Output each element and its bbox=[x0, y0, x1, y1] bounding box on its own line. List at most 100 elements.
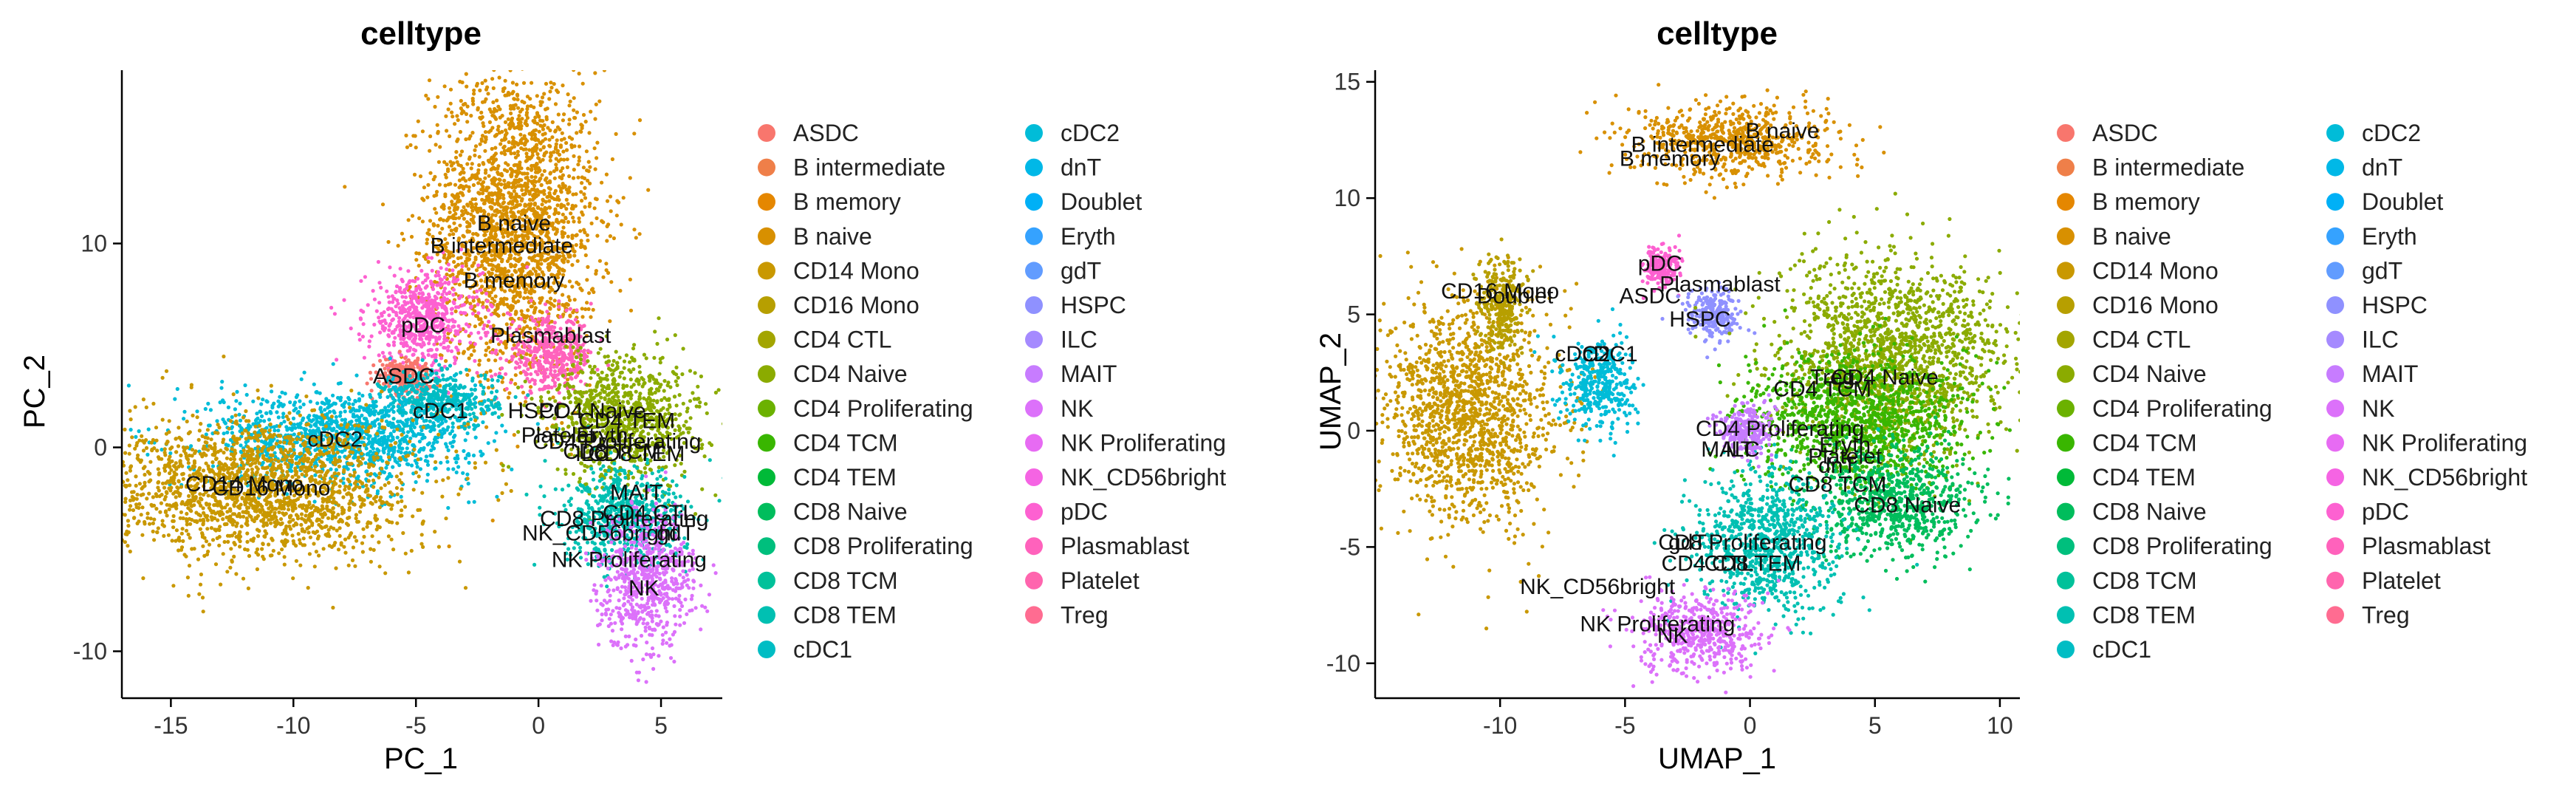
legend-item: CD4 Naive bbox=[758, 361, 908, 387]
legend-label: Doublet bbox=[2362, 188, 2443, 215]
x-tick-label: 0 bbox=[532, 712, 545, 739]
legend-label: CD8 Naive bbox=[793, 499, 908, 525]
legend-item: cDC1 bbox=[758, 636, 852, 663]
legend-item: gdT bbox=[1025, 257, 1101, 284]
x-tick-label: 5 bbox=[1868, 712, 1882, 739]
legend-item: cDC2 bbox=[2326, 120, 2421, 146]
legend-swatch bbox=[2057, 606, 2075, 624]
cluster-label: pDC bbox=[401, 313, 445, 338]
legend-swatch bbox=[758, 227, 775, 245]
cluster-label: CD8 TEM bbox=[588, 442, 685, 466]
legend-label: Plasmablast bbox=[2362, 533, 2490, 559]
legend-swatch bbox=[1025, 124, 1043, 142]
legend-label: CD4 Proliferating bbox=[793, 395, 973, 422]
cluster-label: Treg bbox=[1810, 366, 1855, 390]
legend-label: CD8 TCM bbox=[793, 567, 898, 594]
legend-swatch bbox=[2057, 468, 2075, 486]
legend-label: Doublet bbox=[1061, 188, 1142, 215]
cluster-label: gdT bbox=[657, 521, 695, 545]
cluster-cd16-mono bbox=[1471, 237, 1535, 365]
legend-label: HSPC bbox=[1061, 292, 1126, 318]
legend-label: Treg bbox=[2362, 601, 2410, 628]
cluster-label: CD14 Mono bbox=[185, 472, 304, 496]
cluster-label: MAIT bbox=[1701, 437, 1754, 462]
cluster-label: cDC1 bbox=[413, 399, 468, 423]
axes bbox=[1374, 70, 2020, 700]
legend-label: gdT bbox=[1061, 257, 1101, 284]
cluster-label: CD4 Naive bbox=[1832, 366, 1939, 390]
legend-item: ASDC bbox=[758, 120, 859, 146]
legend-label: Platelet bbox=[2362, 567, 2441, 594]
legend-label: Treg bbox=[1061, 601, 1109, 628]
legend-label: B intermediate bbox=[793, 154, 945, 181]
x-tick-label: -10 bbox=[276, 712, 310, 739]
legend-item: Plasmablast bbox=[2326, 533, 2490, 559]
cluster-label: Platelet bbox=[1808, 445, 1883, 469]
legend-item: cDC1 bbox=[2057, 636, 2151, 663]
legend-label: NK_CD56bright bbox=[2362, 464, 2527, 491]
legend-swatch bbox=[758, 330, 775, 349]
legend-swatch bbox=[2057, 502, 2075, 521]
legend-swatch bbox=[758, 158, 775, 177]
legend-swatch bbox=[758, 399, 775, 417]
legend-item: Platelet bbox=[2326, 567, 2441, 594]
legend-swatch bbox=[2326, 330, 2344, 349]
legend-label: NK_CD56bright bbox=[1061, 464, 1226, 491]
legend-label: CD4 TCM bbox=[2092, 429, 2197, 456]
legend-item: CD4 TEM bbox=[758, 464, 897, 491]
y-tick-label: 0 bbox=[94, 434, 107, 461]
legend-label: pDC bbox=[1061, 499, 1108, 525]
cluster-label: Plasmablast bbox=[490, 324, 612, 348]
cluster-label: HSPC bbox=[507, 399, 569, 423]
legend-swatch bbox=[2326, 399, 2344, 417]
cluster-label: NK Proliferating bbox=[552, 547, 707, 572]
legend-swatch bbox=[2057, 158, 2075, 177]
legend-item: HSPC bbox=[2326, 292, 2428, 318]
cluster-label: cDC1 bbox=[1583, 342, 1638, 366]
cluster-label: CD4 Naive bbox=[539, 399, 646, 423]
legend-swatch bbox=[1025, 434, 1043, 452]
legend-swatch bbox=[2057, 296, 2075, 314]
legend-item: Treg bbox=[1025, 601, 1109, 628]
legend-item: NK_CD56bright bbox=[1025, 464, 1226, 491]
legend-swatch bbox=[758, 641, 775, 658]
legend-swatch bbox=[1025, 606, 1043, 624]
cluster-label: CD4 Proliferating bbox=[1696, 417, 1864, 441]
legend-swatch bbox=[1025, 330, 1043, 349]
legend-label: B naive bbox=[2092, 223, 2171, 250]
legend-item: B memory bbox=[758, 188, 901, 215]
legend-label: CD4 TEM bbox=[793, 464, 897, 491]
cluster-label: cDC2 bbox=[307, 428, 363, 452]
legend-label: B memory bbox=[793, 188, 901, 215]
legend-swatch bbox=[2326, 468, 2344, 486]
legend-swatch bbox=[1025, 262, 1043, 280]
legend-label: CD16 Mono bbox=[2092, 292, 2219, 318]
legend-label: cDC1 bbox=[2092, 636, 2151, 663]
legend-label: MAIT bbox=[2362, 361, 2418, 387]
pca-title: celltype bbox=[360, 16, 482, 52]
legend-item: B intermediate bbox=[758, 154, 945, 181]
legend-label: cDC2 bbox=[1061, 120, 1120, 146]
legend-item: Eryth bbox=[2326, 223, 2417, 250]
legend-item: Treg bbox=[2326, 601, 2410, 628]
legend-swatch bbox=[1025, 227, 1043, 245]
legend-swatch bbox=[2326, 434, 2344, 452]
cluster-b-naive bbox=[343, 70, 651, 549]
legend-label: CD8 Proliferating bbox=[2092, 533, 2272, 559]
legend-item: dnT bbox=[1025, 154, 1101, 181]
cluster-label: NK Proliferating bbox=[1580, 612, 1735, 636]
cluster-label: CD4 Proliferating bbox=[532, 429, 701, 454]
legend-label: CD8 TCM bbox=[2092, 567, 2197, 594]
x-tick-label: 0 bbox=[1744, 712, 1757, 739]
legend-item: CD4 Naive bbox=[2057, 361, 2207, 387]
cluster-hspc bbox=[1660, 281, 1757, 360]
legend-item: CD14 Mono bbox=[2057, 257, 2219, 284]
scatter-points bbox=[122, 70, 722, 684]
pca-x-axis-title: PC_1 bbox=[384, 742, 458, 775]
legend-item: B naive bbox=[758, 223, 872, 250]
legend-item: HSPC bbox=[1025, 292, 1126, 318]
legend-label: CD4 Naive bbox=[2092, 361, 2207, 387]
legend-label: cDC2 bbox=[2362, 120, 2421, 146]
y-tick-label: -10 bbox=[73, 638, 107, 665]
